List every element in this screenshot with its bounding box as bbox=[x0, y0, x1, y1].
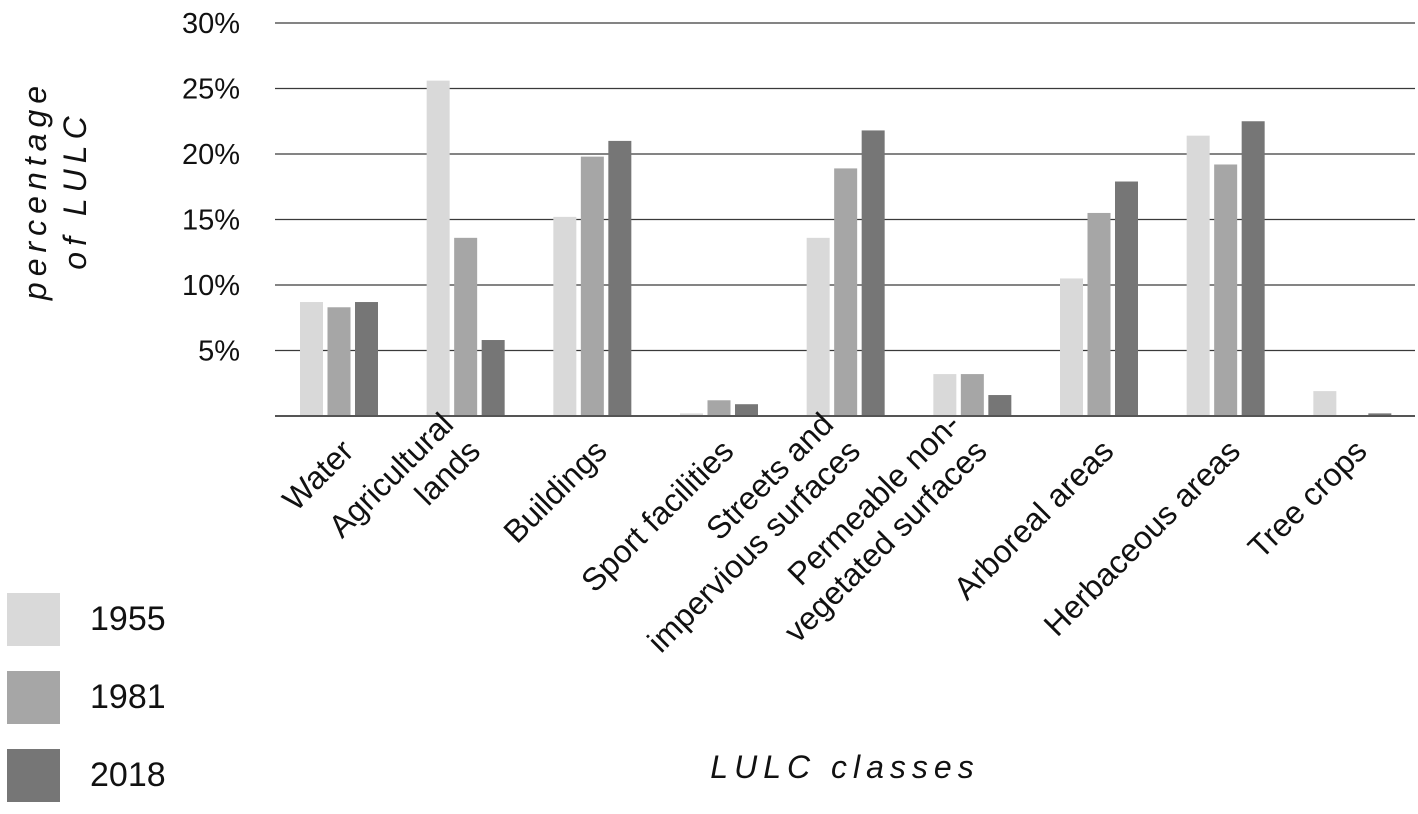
bars bbox=[300, 80, 1392, 417]
y-tick-label: 15% bbox=[182, 205, 240, 237]
bar-2018-5 bbox=[988, 395, 1012, 416]
bar-1955-8 bbox=[1313, 391, 1337, 416]
bar-2018-1 bbox=[481, 340, 505, 416]
y-axis-title-line: of LULC bbox=[57, 110, 93, 269]
bar-1981-3 bbox=[707, 400, 731, 416]
bar-2018-0 bbox=[355, 302, 378, 416]
bar-2018-6 bbox=[1115, 181, 1138, 416]
x-axis-title: LULC classes bbox=[710, 749, 979, 785]
bar-1955-1 bbox=[426, 80, 450, 416]
bar-2018-7 bbox=[1241, 121, 1265, 416]
y-tick-label: 20% bbox=[182, 139, 240, 171]
bar-1981-0 bbox=[327, 307, 351, 416]
legend-label: 1955 bbox=[90, 599, 166, 638]
legend-item-2018: 2018 bbox=[0, 736, 166, 814]
bar-1981-7 bbox=[1214, 164, 1238, 416]
y-tick-label: 30% bbox=[182, 8, 240, 40]
legend-label: 1981 bbox=[90, 677, 166, 716]
category-label: Buildings bbox=[496, 433, 613, 550]
bar-1981-4 bbox=[834, 168, 858, 416]
bar-1955-5 bbox=[933, 374, 957, 416]
y-tick-label: 5% bbox=[198, 336, 240, 368]
y-tick-labels: 5% 10% 15% 20% 25% 30% bbox=[182, 8, 240, 368]
bar-1981-6 bbox=[1087, 212, 1111, 416]
bar-1955-0 bbox=[300, 302, 323, 416]
legend-item-1955: 1955 bbox=[0, 580, 166, 658]
bar-1955-2 bbox=[553, 216, 577, 416]
legend: 1955 1981 2018 bbox=[0, 580, 166, 814]
bar-1981-2 bbox=[580, 156, 604, 416]
y-axis-title-line: percentage bbox=[17, 80, 53, 301]
bar-1955-7 bbox=[1186, 135, 1210, 416]
y-tick-label: 25% bbox=[182, 74, 240, 106]
bar-1981-5 bbox=[960, 374, 984, 416]
legend-item-1981: 1981 bbox=[0, 658, 166, 736]
bar-1955-3 bbox=[680, 413, 703, 416]
category-label: Tree crops bbox=[1241, 433, 1374, 566]
legend-swatch bbox=[7, 748, 60, 802]
legend-swatch bbox=[7, 670, 60, 724]
category-label: Agriculturallands bbox=[322, 406, 488, 572]
bar-2018-2 bbox=[608, 140, 632, 416]
bar-2018-8 bbox=[1368, 413, 1392, 416]
y-axis-title: percentage of LULC bbox=[17, 80, 93, 301]
bar-2018-3 bbox=[735, 404, 758, 416]
y-tick-label: 10% bbox=[182, 270, 240, 302]
category-label-line: Tree crops bbox=[1241, 433, 1374, 566]
legend-label: 2018 bbox=[90, 755, 166, 794]
bar-2018-4 bbox=[861, 130, 885, 417]
legend-swatch bbox=[7, 592, 60, 646]
bar-1955-6 bbox=[1060, 278, 1083, 416]
bar-1955-4 bbox=[806, 237, 830, 416]
category-label-line: Buildings bbox=[496, 433, 613, 550]
bar-1981-1 bbox=[454, 237, 478, 416]
